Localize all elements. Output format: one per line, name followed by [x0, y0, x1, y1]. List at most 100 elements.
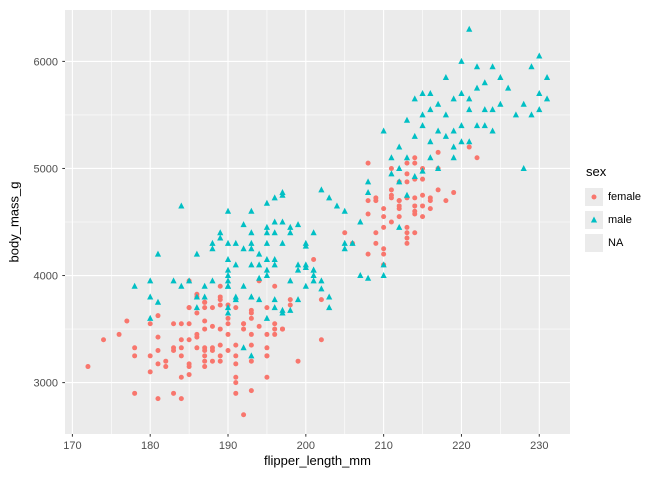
data-point-female	[132, 345, 138, 351]
data-point-male	[248, 293, 255, 300]
data-point-male	[481, 122, 488, 129]
data-point-female	[194, 310, 200, 316]
data-point-female	[404, 179, 410, 185]
data-point-male	[411, 95, 418, 102]
data-point-female	[209, 305, 215, 311]
data-point-male	[193, 293, 200, 300]
data-point-female	[147, 369, 153, 375]
data-point-female	[241, 321, 247, 327]
data-point-female	[202, 345, 208, 351]
data-point-female	[155, 334, 161, 340]
data-point-female	[420, 214, 426, 220]
data-point-male	[473, 122, 481, 129]
data-point-male	[147, 314, 154, 321]
data-point-male	[458, 90, 465, 97]
y-axis-title: body_mass_g	[6, 181, 22, 263]
data-point-male	[528, 111, 535, 118]
data-point-male	[364, 274, 372, 281]
data-point-male	[442, 111, 449, 118]
data-point-female	[171, 321, 177, 327]
data-point-female	[233, 342, 239, 348]
data-point-male	[380, 272, 387, 279]
data-point-female	[225, 315, 231, 321]
data-point-male	[326, 194, 333, 201]
data-point-male	[310, 277, 317, 284]
data-point-female	[194, 345, 200, 351]
data-point-female	[132, 390, 138, 396]
data-point-female	[256, 323, 262, 329]
data-point-male	[310, 229, 317, 236]
data-point-male	[543, 73, 551, 80]
data-point-female	[435, 187, 441, 193]
data-point-male	[435, 164, 442, 171]
data-point-male	[248, 352, 255, 359]
data-point-female	[388, 165, 394, 171]
data-point-male	[248, 229, 255, 236]
data-point-male	[427, 90, 434, 97]
data-point-female	[404, 171, 410, 177]
data-point-male	[489, 63, 496, 70]
data-point-male	[263, 229, 271, 236]
data-point-male	[466, 138, 473, 145]
data-point-male	[489, 106, 496, 113]
data-point-female	[209, 345, 215, 351]
data-point-male	[154, 298, 162, 305]
data-point-female	[155, 396, 161, 402]
data-point-female	[178, 345, 184, 351]
data-point-female	[396, 203, 402, 209]
data-point-male	[248, 207, 255, 214]
data-point-male	[411, 172, 418, 179]
data-point-male	[240, 344, 247, 351]
data-point-female	[155, 313, 161, 319]
data-point-male	[209, 277, 216, 284]
data-point-male	[396, 164, 403, 171]
data-point-male	[403, 154, 411, 161]
data-point-female	[217, 297, 223, 303]
data-point-male	[271, 229, 278, 236]
data-point-female	[85, 364, 91, 370]
data-point-female	[420, 176, 426, 182]
circle-glyph-icon	[591, 194, 597, 200]
data-point-female	[373, 240, 379, 246]
data-point-female	[233, 361, 239, 367]
data-point-male	[209, 239, 216, 246]
data-point-male	[450, 95, 457, 102]
data-point-male	[435, 100, 442, 107]
data-point-female	[381, 246, 387, 252]
data-point-male	[536, 106, 543, 113]
data-point-female	[272, 326, 278, 332]
data-point-female	[163, 358, 169, 364]
x-axis-title: flipper_length_mm	[264, 453, 371, 468]
data-point-male	[450, 127, 457, 134]
data-point-female	[147, 321, 153, 327]
data-point-female	[248, 358, 254, 364]
data-point-female	[381, 224, 387, 230]
data-point-female	[202, 299, 208, 305]
data-point-female	[186, 305, 192, 311]
x-tick-label: 180	[141, 440, 159, 452]
data-point-female	[202, 358, 208, 364]
data-point-male	[263, 199, 271, 206]
data-point-male	[154, 250, 162, 257]
data-point-male	[543, 95, 551, 102]
data-point-male	[427, 154, 434, 161]
data-point-male	[232, 261, 239, 268]
data-point-male	[473, 84, 481, 91]
data-point-female	[396, 214, 402, 220]
data-point-male	[435, 127, 442, 134]
data-point-female	[412, 195, 418, 201]
data-point-male	[232, 239, 239, 246]
data-point-male	[186, 277, 193, 284]
data-point-male	[458, 138, 465, 145]
data-point-male	[512, 111, 520, 118]
data-point-male	[224, 272, 232, 279]
data-point-male	[318, 186, 325, 193]
data-point-female	[217, 283, 223, 289]
data-point-male	[520, 164, 527, 171]
data-point-female	[194, 331, 200, 337]
data-point-male	[287, 306, 294, 313]
data-point-female	[295, 358, 301, 364]
data-point-male	[341, 207, 348, 214]
data-point-male	[193, 250, 200, 257]
data-point-female	[248, 331, 254, 337]
